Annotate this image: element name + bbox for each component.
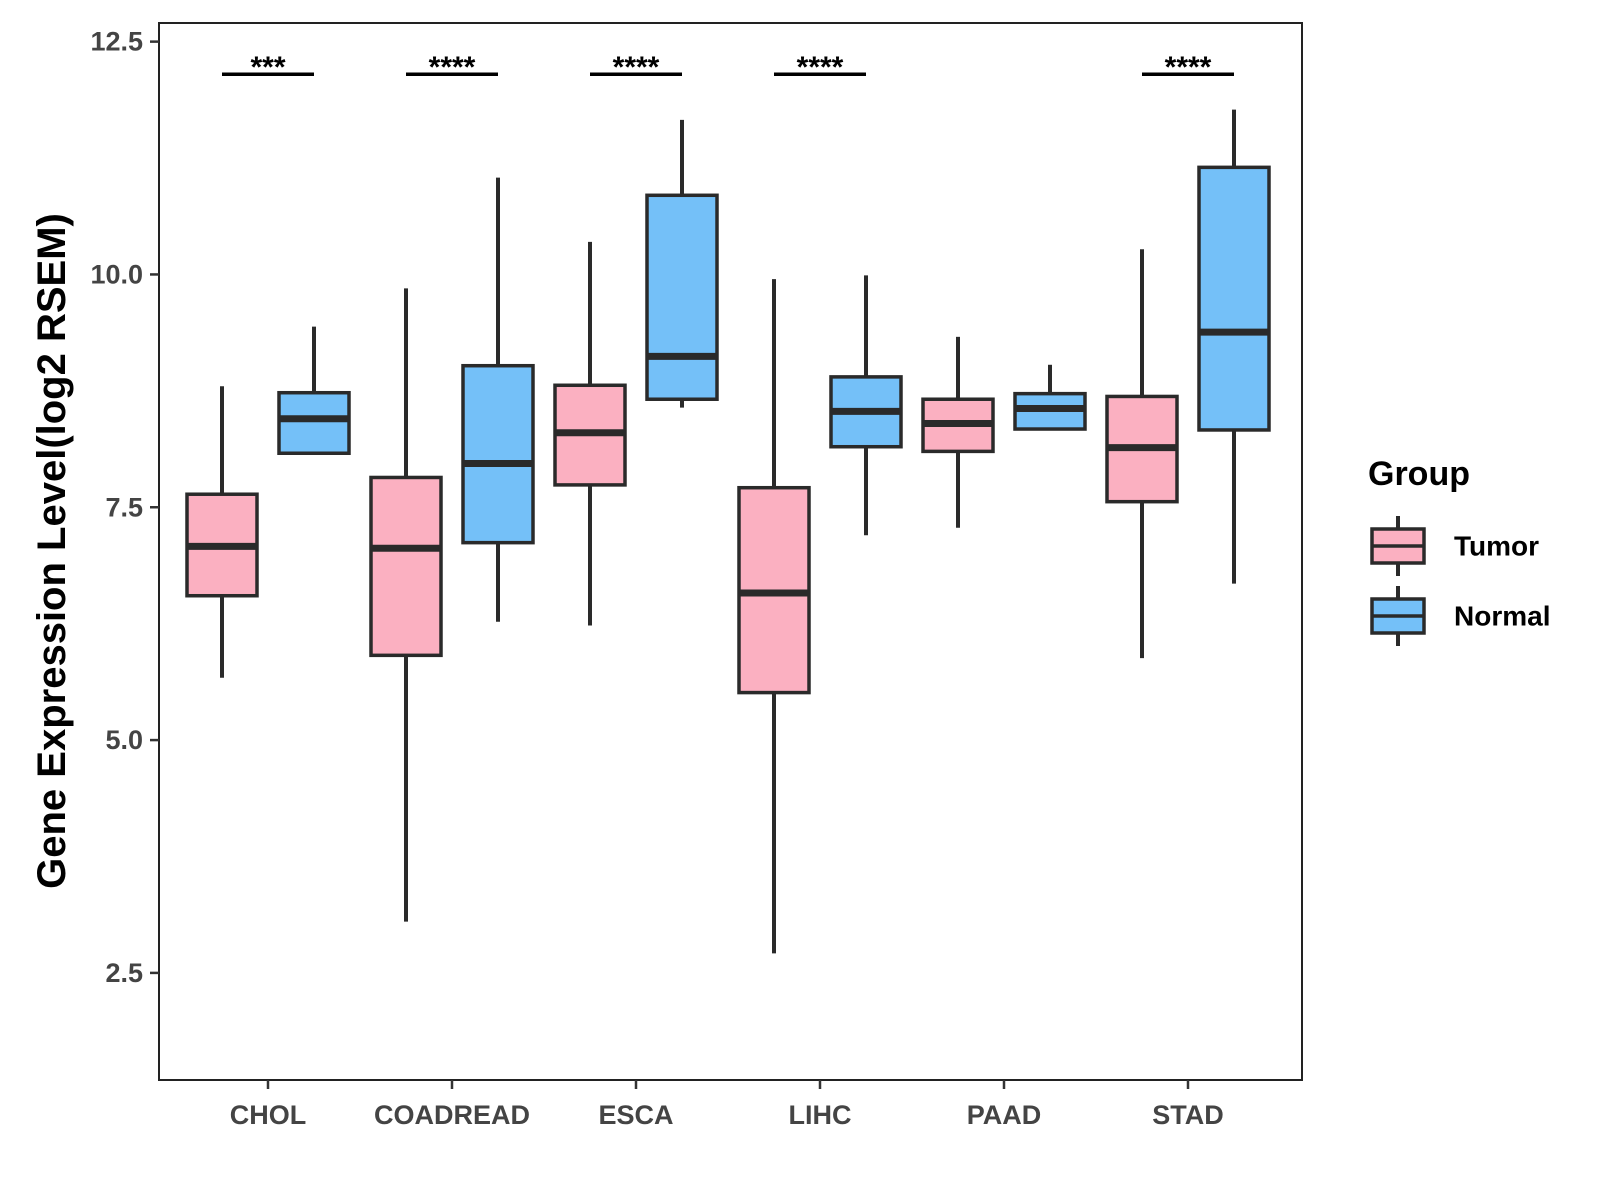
legend-item-normal: Normal xyxy=(1370,586,1550,646)
significance-label: **** xyxy=(1165,51,1212,84)
box-tumor-stad xyxy=(1105,249,1179,659)
box-tumor-paad xyxy=(921,336,995,528)
box-tumor-coadread xyxy=(369,288,443,922)
legend-item-tumor: Tumor xyxy=(1370,516,1539,576)
y-tick-label: 5.0 xyxy=(105,725,143,755)
significance-label: *** xyxy=(250,51,285,84)
box-normal-lihc xyxy=(829,275,903,536)
box-normal-chol xyxy=(277,326,351,456)
box-tumor-esca xyxy=(553,241,627,626)
box-iqr xyxy=(369,475,443,658)
significance-label: **** xyxy=(797,51,844,84)
box-iqr xyxy=(461,363,535,545)
y-tick-label: 10.0 xyxy=(90,259,143,289)
x-tick-label: STAD xyxy=(1152,1100,1224,1130)
box-layer xyxy=(185,109,1271,954)
box-iqr xyxy=(277,390,351,456)
legend-title: Group xyxy=(1368,455,1470,493)
box-normal-stad xyxy=(1197,109,1271,584)
y-tick-label: 12.5 xyxy=(90,27,143,57)
legend-label: Tumor xyxy=(1454,531,1539,562)
significance-label: **** xyxy=(429,51,476,84)
x-tick-label: PAAD xyxy=(967,1100,1042,1130)
y-axis-title: Gene Expression Level(log2 RSEM) xyxy=(30,213,74,889)
box-normal-esca xyxy=(645,119,719,408)
plot-panel xyxy=(158,22,1303,1081)
legend: Group Tumor Normal xyxy=(1368,455,1550,646)
significance-layer: *** **** **** **** **** xyxy=(222,51,1234,84)
x-axis: CHOL COADREAD ESCA LIHC PAAD STAD xyxy=(230,1080,1224,1130)
y-tick-label: 2.5 xyxy=(105,958,143,988)
x-tick-label: LIHC xyxy=(789,1100,852,1130)
x-tick-label: COADREAD xyxy=(374,1100,530,1130)
significance-label: **** xyxy=(613,51,660,84)
box-iqr xyxy=(645,193,719,401)
box-iqr xyxy=(1197,165,1271,432)
y-axis: 2.5 5.0 7.5 10.0 12.5 xyxy=(90,27,159,988)
y-tick-label: 7.5 xyxy=(105,492,143,522)
box-tumor-chol xyxy=(185,386,259,678)
box-normal-coadread xyxy=(461,177,535,622)
box-normal-paad xyxy=(1013,364,1087,431)
x-tick-label: ESCA xyxy=(598,1100,673,1130)
x-tick-label: CHOL xyxy=(230,1100,307,1130)
legend-label: Normal xyxy=(1454,601,1550,632)
box-tumor-lihc xyxy=(737,279,811,954)
